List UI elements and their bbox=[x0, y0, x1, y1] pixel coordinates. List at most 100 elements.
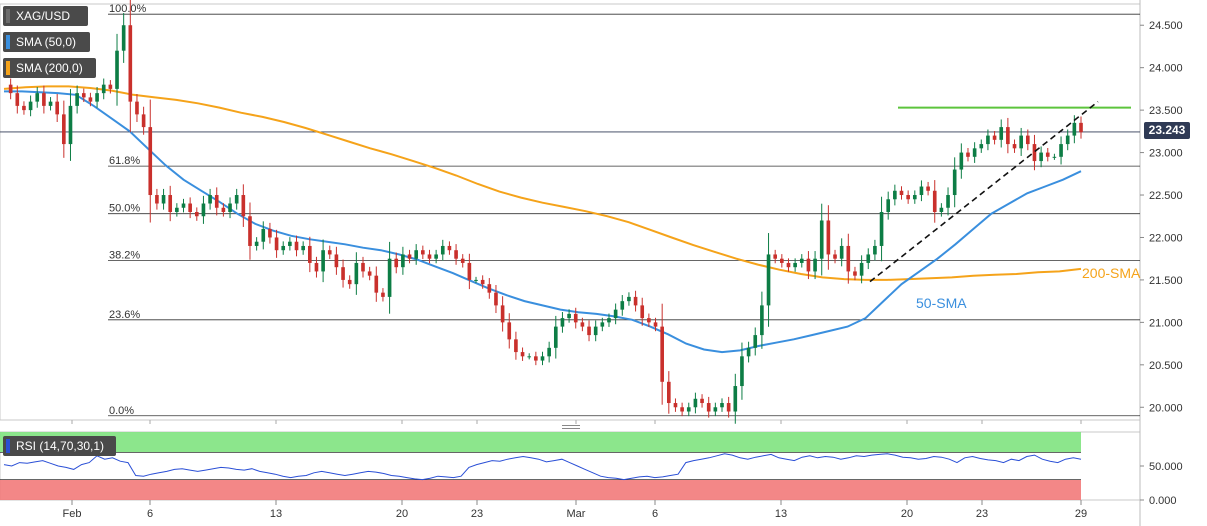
legend-sma200-label: SMA (200,0) bbox=[16, 61, 83, 75]
candle-body bbox=[121, 25, 126, 51]
candle-body bbox=[912, 195, 917, 200]
candle-body bbox=[480, 279, 485, 285]
legend-sma200[interactable]: SMA (200,0) bbox=[3, 58, 96, 78]
pane-resize-handle[interactable] bbox=[562, 425, 580, 431]
candle-body bbox=[188, 203, 192, 212]
candle-body bbox=[1032, 144, 1037, 162]
candle-body bbox=[307, 245, 312, 263]
sma50-annotation: 50-SMA bbox=[916, 295, 967, 311]
candle bbox=[1012, 139, 1017, 153]
candle-body bbox=[766, 254, 771, 306]
sma200-swatch bbox=[6, 61, 10, 75]
candle-body bbox=[421, 250, 425, 255]
candle bbox=[640, 297, 645, 326]
fib-label: 61.8% bbox=[109, 155, 140, 167]
legend-rsi[interactable]: RSI (14,70,30,1) bbox=[3, 436, 116, 456]
x-tick-label: 6 bbox=[652, 508, 658, 520]
candle-body bbox=[108, 84, 113, 89]
y-tick-label: 21.000 bbox=[1149, 317, 1183, 329]
candle-body bbox=[833, 254, 837, 259]
candle-body bbox=[234, 195, 239, 204]
legend-price[interactable]: XAG/USD bbox=[3, 6, 88, 26]
candle-body bbox=[101, 84, 106, 94]
candle-body bbox=[693, 398, 698, 408]
candle-body bbox=[793, 262, 797, 268]
candle bbox=[999, 119, 1004, 148]
candle bbox=[853, 266, 857, 281]
candle-body bbox=[866, 254, 871, 263]
candle bbox=[121, 12, 126, 63]
candle-body bbox=[1045, 152, 1050, 157]
candle-body bbox=[241, 195, 246, 217]
candle-body bbox=[587, 326, 591, 336]
candle bbox=[653, 317, 658, 332]
candle bbox=[487, 278, 492, 299]
candle-body bbox=[560, 318, 565, 327]
candle-body bbox=[221, 207, 226, 212]
candle bbox=[507, 313, 512, 349]
rsi-oversold-zone bbox=[0, 479, 1081, 500]
candle bbox=[1052, 153, 1057, 160]
candle bbox=[208, 188, 212, 210]
candle bbox=[680, 402, 684, 417]
candle bbox=[288, 237, 292, 251]
candle bbox=[580, 317, 585, 332]
candle bbox=[826, 205, 831, 270]
candle-body bbox=[873, 245, 877, 255]
candle bbox=[168, 185, 173, 222]
candle-body bbox=[374, 275, 379, 293]
candle bbox=[254, 237, 259, 251]
candle-body bbox=[853, 271, 857, 276]
candle-body bbox=[347, 279, 352, 285]
candle-body bbox=[553, 326, 558, 348]
candle-body bbox=[254, 241, 259, 246]
legend-sma50[interactable]: SMA (50,0) bbox=[3, 32, 90, 52]
candle-body bbox=[640, 305, 645, 319]
candle bbox=[520, 347, 525, 361]
candle-body bbox=[859, 262, 864, 276]
y-tick-label: 20.500 bbox=[1149, 360, 1183, 372]
candle bbox=[175, 203, 179, 217]
candle-body bbox=[8, 84, 13, 94]
candle-body bbox=[799, 258, 804, 263]
candle-body bbox=[740, 356, 744, 387]
candle-body bbox=[919, 186, 924, 196]
candle bbox=[733, 373, 738, 424]
candle bbox=[1065, 129, 1070, 151]
candle-body bbox=[660, 326, 664, 382]
candle bbox=[939, 203, 944, 217]
candle bbox=[992, 131, 997, 145]
candle-body bbox=[354, 262, 359, 285]
candle-body bbox=[633, 296, 638, 306]
y-tick-label: 24.500 bbox=[1149, 20, 1183, 32]
candle-body bbox=[42, 93, 46, 106]
candle-body bbox=[886, 199, 891, 212]
fib-label: 38.2% bbox=[109, 249, 140, 261]
candle bbox=[108, 80, 113, 94]
candle bbox=[268, 222, 272, 244]
candle bbox=[374, 266, 379, 302]
candle-body bbox=[826, 220, 831, 255]
rsi-y-tick-label: 50.000 bbox=[1149, 461, 1183, 473]
candle-body bbox=[966, 152, 970, 157]
y-tick-label: 22.000 bbox=[1149, 232, 1183, 244]
candle-body bbox=[1006, 127, 1010, 145]
candle bbox=[906, 190, 910, 204]
candle bbox=[301, 241, 305, 255]
candle-body bbox=[899, 190, 904, 196]
candle bbox=[361, 256, 365, 278]
candle bbox=[234, 188, 239, 210]
candle bbox=[547, 341, 551, 363]
candle-body bbox=[607, 318, 611, 323]
candle-body bbox=[806, 258, 811, 272]
candle-body bbox=[939, 207, 944, 212]
candle-body bbox=[194, 212, 199, 217]
candle bbox=[799, 254, 804, 268]
candle bbox=[740, 342, 744, 400]
candle bbox=[414, 244, 419, 265]
candle-body bbox=[986, 135, 990, 145]
candle-body bbox=[1039, 152, 1043, 162]
candle-body bbox=[201, 203, 206, 217]
candle bbox=[573, 307, 578, 329]
candle bbox=[381, 288, 385, 302]
